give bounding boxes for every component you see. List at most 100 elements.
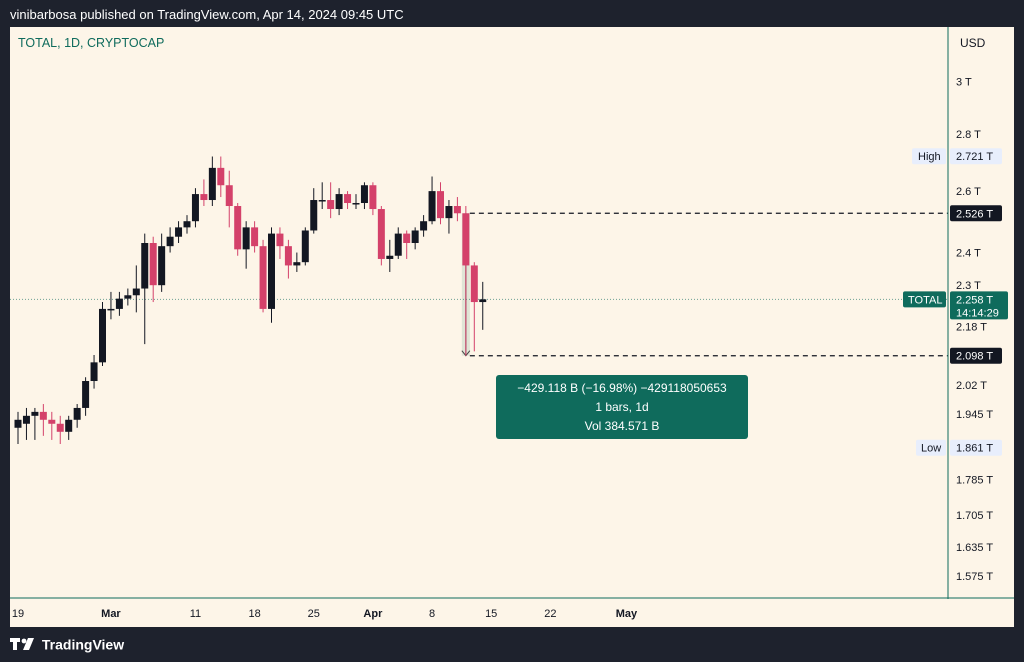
candle[interactable] (394, 227, 402, 259)
symbol-label: TOTAL, 1D, CRYPTOCAP (18, 36, 164, 50)
candle[interactable] (208, 156, 216, 207)
measure-tooltip-text: −429.118 B (−16.98%) −429118050653 (517, 381, 727, 395)
candle[interactable] (90, 355, 98, 389)
candle-body (251, 227, 259, 247)
candle[interactable] (344, 191, 352, 210)
candle[interactable] (132, 265, 140, 313)
candle[interactable] (73, 404, 81, 428)
y-tick-label: 2.18 T (956, 321, 987, 333)
candle[interactable] (420, 215, 428, 237)
candle-body (99, 308, 106, 363)
candle[interactable] (124, 288, 132, 306)
candle-body (124, 295, 132, 299)
candle[interactable] (149, 236, 157, 303)
tradingview-footer[interactable]: TradingView (10, 635, 124, 657)
footer-brand: TradingView (41, 636, 125, 653)
candle[interactable] (115, 291, 123, 316)
y-tick-label: 3 T (956, 76, 972, 88)
y-tick-label: 1.785 T (956, 475, 993, 487)
candle-body (166, 236, 174, 247)
candle-body (268, 233, 275, 309)
candle[interactable] (386, 239, 394, 272)
candle[interactable] (48, 411, 56, 440)
candle-body (377, 209, 385, 259)
candle[interactable] (310, 188, 318, 234)
candle[interactable] (99, 302, 106, 367)
candle[interactable] (107, 291, 115, 320)
candle[interactable] (225, 170, 233, 228)
candle-body (48, 419, 56, 424)
candle[interactable] (22, 407, 30, 440)
candle[interactable] (158, 233, 166, 292)
candle[interactable] (352, 194, 360, 210)
candle-body (462, 213, 470, 266)
range-top-value: 2.526 T (956, 208, 993, 220)
y-tick-label: 1.635 T (956, 542, 993, 554)
candle-body (115, 298, 123, 309)
candle[interactable] (175, 221, 183, 244)
candle-body (242, 227, 250, 250)
measure-arrow-head-icon (461, 350, 471, 357)
candle[interactable] (327, 182, 335, 219)
candle[interactable] (445, 200, 453, 234)
candle[interactable] (462, 206, 470, 356)
candle[interactable] (191, 188, 199, 228)
last-symbol-label: TOTAL (908, 294, 942, 306)
candle[interactable] (403, 230, 411, 259)
candle[interactable] (65, 415, 73, 440)
y-tick-label: 2.02 T (956, 380, 987, 392)
candle[interactable] (428, 176, 436, 225)
candle[interactable] (335, 188, 343, 216)
candle-body (175, 227, 183, 237)
candle[interactable] (479, 281, 487, 330)
y-tick-label: 2.6 T (956, 186, 981, 198)
candle[interactable] (437, 182, 444, 225)
y-tick-label: 2.3 T (956, 280, 981, 292)
candle[interactable] (251, 221, 259, 253)
candle[interactable] (200, 179, 208, 207)
candle[interactable] (470, 262, 478, 352)
candle[interactable] (234, 203, 242, 256)
candle-body (394, 233, 402, 256)
x-tick-label: Mar (101, 608, 121, 620)
candle[interactable] (453, 197, 461, 222)
candle[interactable] (39, 404, 47, 436)
candle[interactable] (141, 233, 149, 345)
candle[interactable] (31, 407, 39, 440)
currency-label[interactable]: USD (960, 36, 986, 50)
high-label-bg (912, 148, 946, 165)
x-tick-label: Apr (363, 608, 383, 620)
candle[interactable] (276, 227, 284, 259)
candle[interactable] (369, 182, 377, 216)
candle[interactable] (284, 239, 292, 279)
candle[interactable] (56, 415, 64, 445)
candle-body (200, 194, 208, 201)
candle[interactable] (268, 227, 275, 323)
candle[interactable] (293, 252, 301, 272)
candle-body (141, 243, 149, 289)
candle-body (403, 233, 411, 244)
candle-body (90, 362, 98, 382)
candle[interactable] (14, 411, 22, 445)
candle[interactable] (259, 239, 267, 313)
candle[interactable] (242, 221, 250, 269)
x-tick-label: 22 (544, 608, 556, 620)
candle[interactable] (217, 156, 225, 198)
candle[interactable] (183, 215, 191, 234)
candle[interactable] (360, 182, 368, 210)
candle[interactable] (166, 227, 174, 253)
measure-tooltip (496, 375, 748, 439)
candle[interactable] (411, 227, 419, 250)
candle-body (318, 200, 326, 202)
candle[interactable] (318, 182, 326, 210)
candle-body (310, 200, 318, 231)
candle[interactable] (301, 227, 309, 266)
candle-body (39, 411, 47, 420)
publisher-header: vinibarbosa published on TradingView.com… (0, 0, 1024, 30)
tradingview-logo-icon (10, 638, 34, 651)
publisher-text: vinibarbosa published on TradingView.com… (10, 7, 404, 22)
measure-tooltip-text: 1 bars, 1d (595, 400, 648, 414)
candle[interactable] (377, 206, 385, 266)
candle[interactable] (82, 377, 90, 416)
